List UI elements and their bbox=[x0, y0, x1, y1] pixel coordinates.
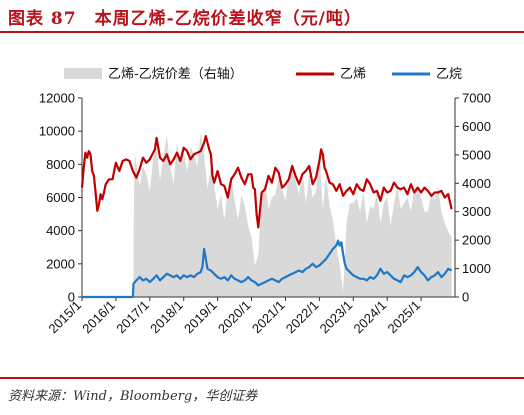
right-tick-label: 1000 bbox=[462, 261, 491, 276]
right-tick-label: 2000 bbox=[462, 233, 491, 248]
legend-label-ethylene: 乙烯 bbox=[340, 67, 366, 82]
right-tick-label: 7000 bbox=[462, 91, 491, 106]
bottom-divider bbox=[0, 377, 524, 379]
chart-canvas: 0 2000 4000 6000 8000 10000 12000 0 1000 2000 3000… bbox=[39, 67, 491, 337]
left-tick-label: 12000 bbox=[39, 91, 75, 106]
right-tick-label: 3000 bbox=[462, 204, 491, 219]
x-tick-label: 2022/1 bbox=[283, 298, 322, 337]
spread-area bbox=[133, 132, 452, 297]
x-tick-label: 2015/1 bbox=[45, 298, 84, 337]
left-tick-label: 6000 bbox=[46, 190, 75, 205]
x-tick-label: 2024/1 bbox=[351, 298, 390, 337]
source-note: 资料来源：Wind，Bloomberg，华创证券 bbox=[8, 389, 258, 404]
legend-label-spread: 乙烯-乙烷价差（右轴） bbox=[108, 67, 243, 82]
x-tick-label: 2023/1 bbox=[317, 298, 356, 337]
x-tick-label: 2016/1 bbox=[79, 298, 118, 337]
right-tick-label: 6000 bbox=[462, 119, 491, 134]
left-tick-label: 2000 bbox=[46, 256, 75, 271]
x-tick-label: 2020/1 bbox=[215, 298, 254, 337]
series-lines-layer bbox=[80, 135, 453, 299]
x-tick-label: 2021/1 bbox=[249, 298, 288, 337]
right-tick-label: 0 bbox=[462, 290, 469, 305]
legend-swatch-spread bbox=[64, 68, 102, 79]
right-tick-label: 4000 bbox=[462, 176, 491, 191]
ethane-line bbox=[82, 239, 453, 299]
x-tick-label: 2025/1 bbox=[384, 298, 423, 337]
ethylene-line bbox=[80, 135, 453, 229]
legend-label-ethane: 乙烷 bbox=[436, 67, 462, 82]
top-divider bbox=[0, 31, 524, 33]
right-tick-label: 5000 bbox=[462, 147, 491, 162]
spread-area-layer bbox=[133, 132, 452, 297]
chart-title-bar: 图表 87 本周乙烯-乙烷价差收窄（元/吨） bbox=[0, 0, 524, 30]
left-tick-label: 0 bbox=[68, 290, 75, 305]
x-tick-label: 2019/1 bbox=[181, 298, 220, 337]
left-tick-label: 8000 bbox=[46, 157, 75, 172]
chart-title: 图表 87 本周乙烯-乙烷价差收窄（元/吨） bbox=[8, 9, 362, 29]
left-tick-label: 10000 bbox=[39, 124, 75, 139]
legend: 乙烯-乙烷价差（右轴） 乙烯 乙烷 bbox=[64, 67, 462, 82]
x-tick-label: 2018/1 bbox=[147, 298, 186, 337]
x-tick-label: 2017/1 bbox=[113, 298, 152, 337]
left-tick-label: 4000 bbox=[46, 223, 75, 238]
